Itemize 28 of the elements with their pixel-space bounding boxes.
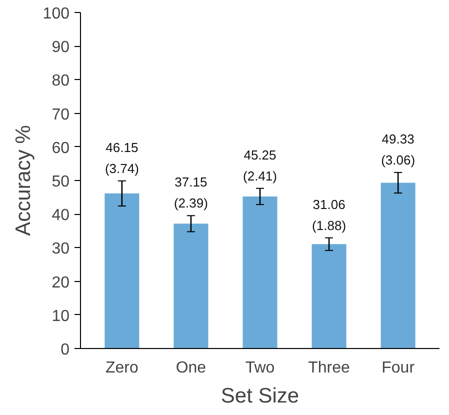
x-tick-label: Four [382,360,416,376]
data-label: 37.15 (2.39) [174,174,208,211]
bar [312,244,346,348]
y-tick-label: 80 [52,72,70,90]
y-tick-label: 90 [52,39,70,56]
bar [380,182,416,348]
y-tick-label: 0 [60,342,70,358]
data-label: 46.15 (3.74) [104,140,139,176]
y-tick-label: 100 [42,6,70,22]
y-tick-label: 10 [52,308,70,325]
y-tick-label: 70 [52,106,70,124]
bar [104,193,140,348]
x-tick-label: One [176,360,206,376]
data-label: 49.33 (3.06) [381,131,416,168]
data-label: 45.25 (2.41) [243,147,277,184]
x-tick-label: Zero [105,360,138,376]
y-tick-label: 50 [52,174,70,190]
y-tick-label: 30 [52,240,70,258]
x-tick-label: Three [308,360,350,376]
y-tick-label: 40 [52,207,70,224]
bar [242,196,278,348]
y-tick-label: 60 [52,140,70,157]
y-axis-title: Accuracy % [12,125,35,236]
y-tick-label: 20 [52,274,70,292]
bar [174,224,208,348]
x-axis-title: Set Size [220,384,300,408]
x-tick-label: Two [245,360,275,376]
data-label: 31.06 (1.88) [312,196,346,233]
